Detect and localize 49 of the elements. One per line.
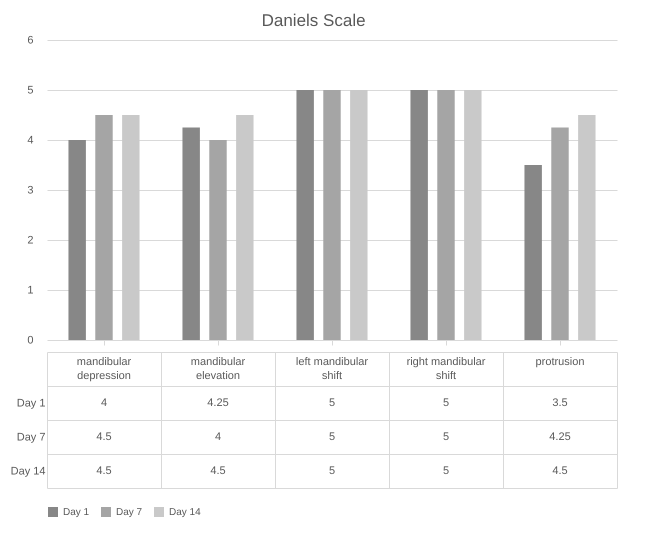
data-label: 4.25 bbox=[207, 397, 229, 409]
bar bbox=[68, 140, 86, 340]
bar bbox=[410, 90, 428, 340]
bar bbox=[209, 140, 227, 340]
y-tick-label: 1 bbox=[27, 284, 34, 296]
data-label: 5 bbox=[442, 431, 450, 443]
y-tick-label: 3 bbox=[27, 184, 34, 196]
data-label: 5 bbox=[328, 465, 336, 477]
y-tick-label: 2 bbox=[27, 234, 34, 246]
data-label: 5 bbox=[442, 465, 450, 477]
data-label: 4 bbox=[214, 431, 222, 443]
data-label: 4.5 bbox=[96, 431, 112, 443]
x-tick-label: protrusion bbox=[536, 356, 584, 368]
data-label: 4 bbox=[100, 397, 108, 409]
text: Day 14 bbox=[10, 466, 46, 478]
bar bbox=[182, 128, 200, 340]
bar bbox=[578, 115, 596, 340]
data-label: 3.5 bbox=[552, 397, 568, 409]
data-label: 4.5 bbox=[552, 465, 568, 477]
legend-label: Day 14 bbox=[169, 507, 202, 518]
bar bbox=[437, 90, 455, 340]
legend-label: Day 1 bbox=[63, 507, 90, 518]
y-tick-label: 0 bbox=[27, 334, 34, 346]
bar bbox=[464, 90, 482, 340]
x-tick-label: mandibular elevation bbox=[190, 356, 246, 382]
bar bbox=[350, 90, 368, 340]
legend-label: Day 7 bbox=[116, 507, 143, 518]
bar bbox=[122, 115, 140, 340]
y-tick-label: 4 bbox=[27, 134, 34, 146]
x-tick-label: right mandibular shift bbox=[406, 356, 486, 382]
x-tick-label: mandibular depression bbox=[76, 356, 132, 382]
data-label: 4.5 bbox=[210, 465, 226, 477]
data-label: 4.5 bbox=[96, 465, 112, 477]
chart-title: Daniels Scale bbox=[262, 11, 366, 30]
data-label: 5 bbox=[328, 431, 336, 443]
y-tick-label: 6 bbox=[27, 34, 34, 46]
bar bbox=[323, 90, 341, 340]
data-label: 5 bbox=[328, 397, 336, 409]
data-label: 5 bbox=[442, 397, 450, 409]
x-tick-label: left mandibular shift bbox=[296, 356, 368, 382]
data-label: 4.25 bbox=[549, 431, 571, 443]
y-tick-label: 5 bbox=[27, 84, 34, 96]
bar bbox=[551, 128, 569, 340]
text: Day 7 bbox=[16, 432, 46, 444]
text: Day 1 bbox=[16, 398, 46, 410]
bar bbox=[95, 115, 113, 340]
bar bbox=[236, 115, 254, 340]
bar bbox=[524, 165, 542, 340]
bar bbox=[296, 90, 314, 340]
